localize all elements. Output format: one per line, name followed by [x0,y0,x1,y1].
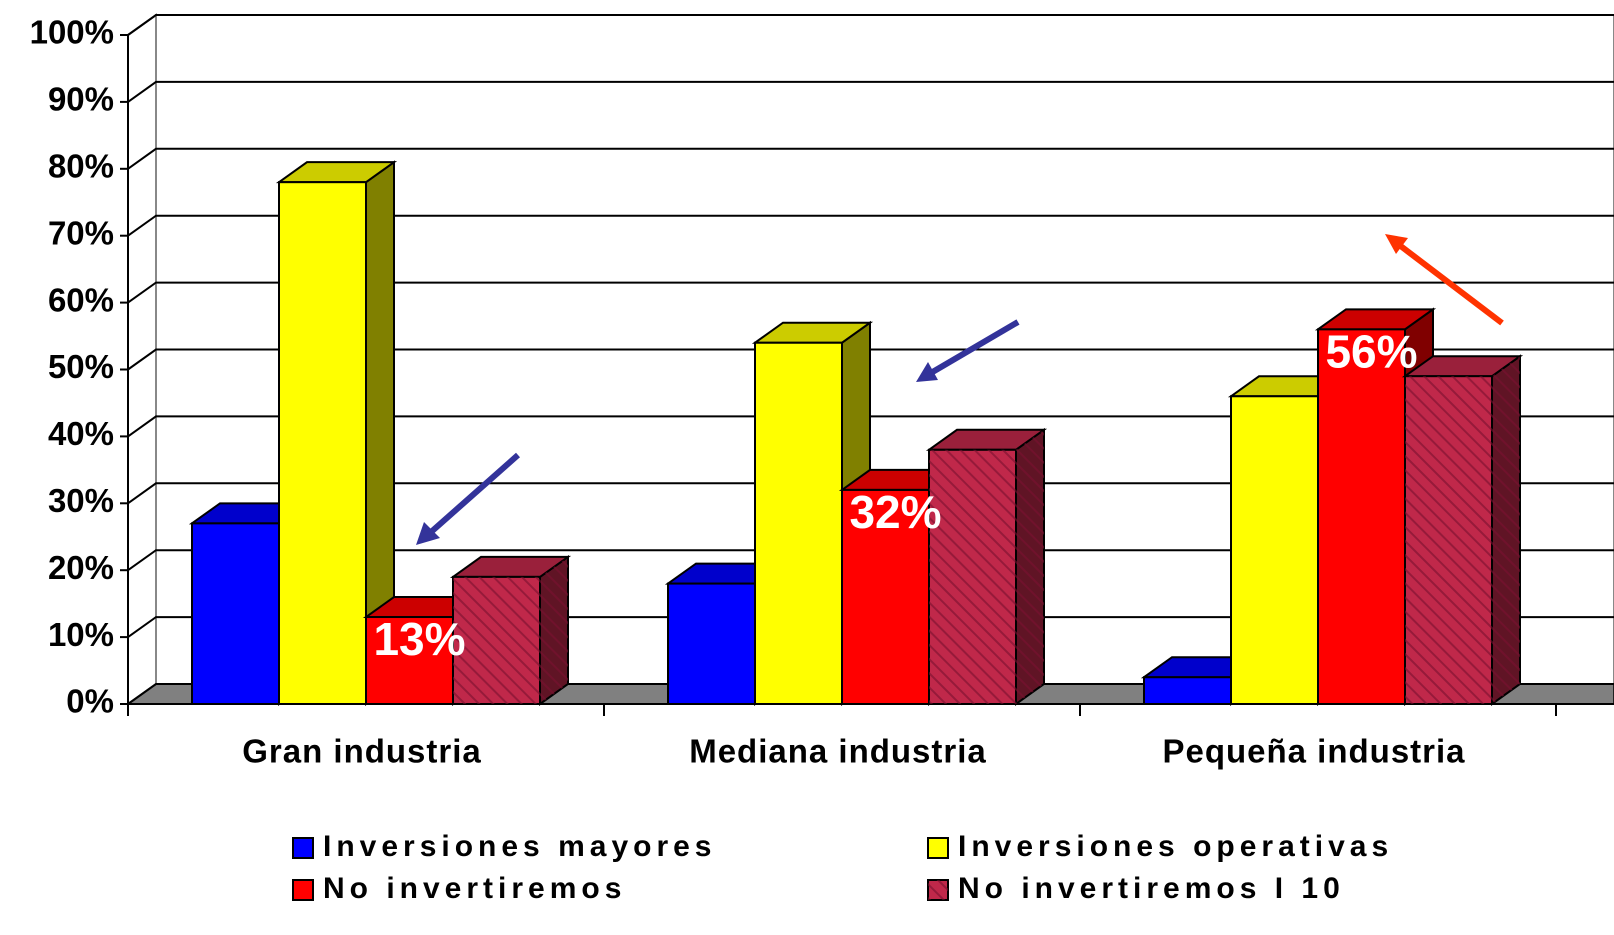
y-tick-label: 20% [48,549,114,586]
grid-line [127,683,1614,705]
y-tick-label: 10% [48,616,114,653]
grid-line [127,14,1614,36]
bar-hatch [1405,376,1492,704]
legend-label: Inversiones operativas [958,830,1393,863]
bar-group [925,427,1048,706]
grid-line [127,214,1614,237]
y-tick-label: 0% [66,683,114,720]
bar [1317,328,1406,705]
bar-side-hatch [1016,429,1044,704]
arrow-head [1385,234,1408,254]
x-tick-label: Gran industria [242,733,482,770]
grid-line [127,415,1614,438]
bar-side-hatch [540,556,568,704]
bar [841,488,930,706]
bar-hatch [453,576,540,704]
bar [191,522,280,705]
legend-swatch [292,879,314,901]
value-label: 32% [849,486,941,538]
bar-group [275,160,398,706]
bar [1143,676,1232,705]
bar-hatch [929,449,1016,704]
grid-line [127,482,1614,505]
arrow [420,452,520,543]
value-label: 13% [373,613,465,665]
bar [365,616,454,706]
grid-line [127,147,1614,170]
arrow [922,319,1020,380]
bar-group [449,554,572,706]
grid-line [127,616,1614,638]
arrow [1392,238,1504,326]
bar [667,582,756,706]
arrow-head [416,522,440,545]
y-tick-label: 30% [48,482,114,519]
legend-label: Inversiones mayores [323,830,717,863]
value-label: 56% [1325,326,1417,378]
legend-swatch [927,837,949,859]
y-tick-label: 100% [30,14,114,51]
bar [1230,395,1319,705]
y-tick-label: 90% [48,81,114,118]
bar [278,181,367,705]
bar-side-hatch [1492,356,1520,704]
x-tick-label: Mediana industria [689,733,987,770]
y-tick-label: 80% [48,148,114,185]
legend-swatch-hatch [928,880,948,900]
grid-line [127,549,1614,572]
grid-line [127,80,1614,103]
x-tick-label: Pequeña industria [1162,733,1465,770]
legend-swatch [292,837,314,859]
y-tick-label: 70% [48,214,114,251]
grid-line [127,281,1614,304]
legend-label: No invertiremos [323,872,626,905]
y-tick-label: 40% [48,415,114,452]
y-tick-label: 50% [48,348,114,385]
annotations [416,234,1504,545]
legend-label: No invertiremos I 10 [958,872,1345,905]
bar-group [1401,354,1524,706]
bar [754,341,843,705]
arrow-head [916,362,938,382]
grid-line [127,348,1614,371]
bars: 13% 32% 56% [188,160,1524,706]
y-tick-label: 60% [48,281,114,318]
